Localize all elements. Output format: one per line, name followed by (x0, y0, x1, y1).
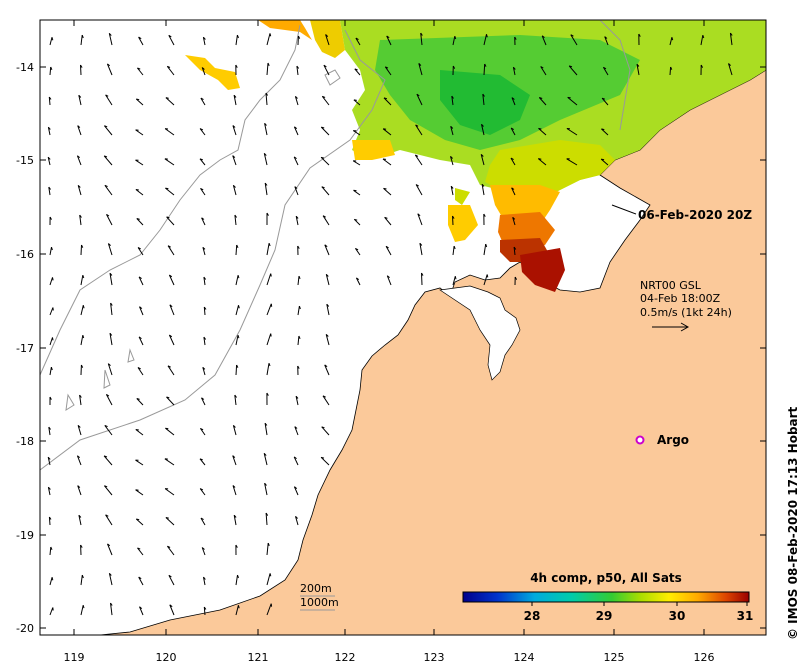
x-tick-label: 120 (156, 651, 177, 664)
legend-line-2: 04-Feb 18:00Z (640, 292, 721, 305)
x-tick-label: 125 (604, 651, 625, 664)
y-tick-label: -14 (16, 61, 34, 74)
y-axis: -14 -15 -16 -17 -18 -19 -20 (16, 61, 766, 635)
x-tick-label: 122 (335, 651, 356, 664)
colorbar-tick: 31 (737, 609, 754, 623)
colorbar-title: 4h comp, p50, All Sats (530, 571, 682, 585)
y-tick-label: -20 (16, 622, 34, 635)
y-tick-label: -16 (16, 248, 34, 261)
y-tick-label: -17 (16, 342, 34, 355)
colorbar: 4h comp, p50, All Sats 28 29 30 31 (462, 571, 754, 623)
x-tick-label: 124 (514, 651, 535, 664)
colorbar-scale (462, 591, 750, 603)
colorbar-tick: 28 (524, 609, 541, 623)
argo-marker: Argo (635, 433, 689, 447)
isobath-1000m-label: 1000m (300, 596, 339, 609)
x-tick-label: 126 (694, 651, 715, 664)
colorbar-tick: 30 (669, 609, 686, 623)
x-tick-label: 121 (248, 651, 269, 664)
x-axis: 119 120 121 122 123 124 125 126 (64, 20, 715, 664)
x-tick-label: 119 (64, 651, 85, 664)
current-legend: NRT00 GSL 04-Feb 18:00Z 0.5m/s (1kt 24h) (640, 279, 732, 332)
x-tick-label: 123 (424, 651, 445, 664)
y-tick-label: -18 (16, 435, 34, 448)
gulf-water (439, 285, 521, 381)
plot-frame (39, 19, 767, 636)
current-vectors (47, 32, 733, 616)
timestamp-pointer (611, 204, 637, 215)
credit-label: © IMOS 08-Feb-2020 17:13 Hobart (786, 406, 800, 640)
argo-label: Argo (657, 433, 689, 447)
sst-field (185, 20, 766, 292)
isobath-200m-label: 200m (300, 582, 332, 595)
isobath-lines (40, 20, 631, 471)
argo-icon (635, 435, 645, 445)
timestamp-label: 06-Feb-2020 20Z (638, 208, 752, 222)
legend-line-3: 0.5m/s (1kt 24h) (640, 306, 732, 319)
y-tick-label: -15 (16, 154, 34, 167)
colorbar-tick: 29 (596, 609, 613, 623)
y-tick-label: -19 (16, 529, 34, 542)
legend-line-1: NRT00 GSL (640, 279, 702, 292)
isobath-legend: 200m 1000m (300, 582, 339, 611)
